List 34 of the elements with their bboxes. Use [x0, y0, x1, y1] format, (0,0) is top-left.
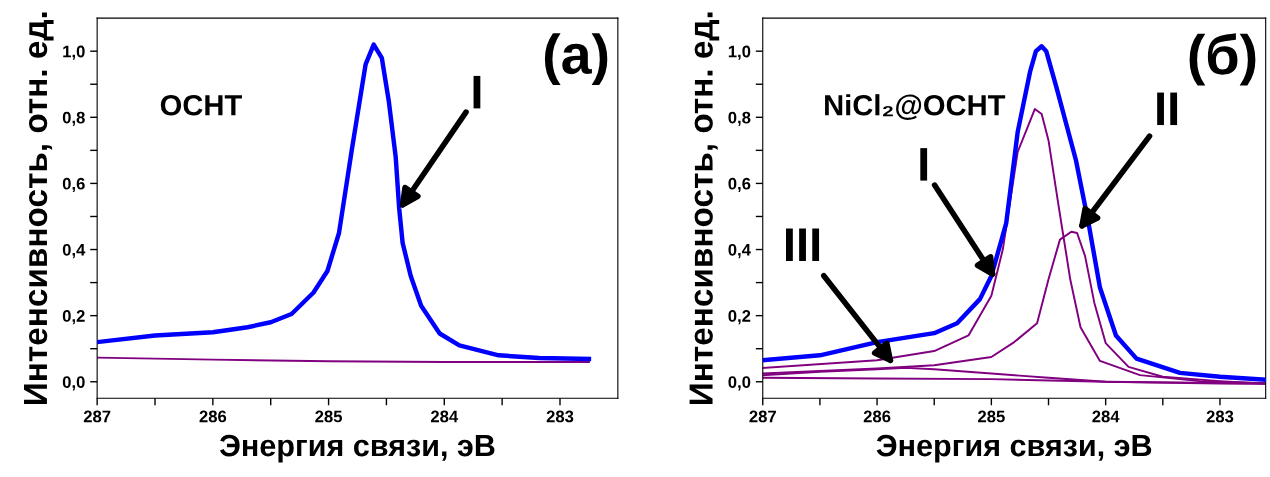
annotation: (а) — [544, 33, 608, 86]
x-tick-label: 283 — [1206, 410, 1234, 423]
y-tick-label: 0,2 — [62, 310, 85, 325]
annotation: (б) — [1189, 33, 1256, 86]
y-tick-label: 0,2 — [728, 310, 751, 325]
annotation: II — [1157, 92, 1178, 126]
x-tick-label: 286 — [863, 410, 891, 423]
x-tick-label: 284 — [430, 410, 459, 423]
x-axis-title: Энергия связи, эВ — [219, 434, 495, 463]
y-axis-title: Интенсивность, отн. ед. — [689, 12, 720, 404]
x-tick-label: 284 — [1092, 410, 1120, 423]
y-tick-label: 0,4 — [62, 243, 86, 259]
x-tick-label: 287 — [749, 410, 776, 423]
y-tick-label: 1,0 — [63, 45, 85, 60]
x-tick-label: 287 — [83, 410, 111, 423]
annotation: I — [920, 148, 928, 181]
y-tick-label: 0,4 — [728, 243, 751, 259]
annotation: ОСНТ — [160, 94, 242, 116]
y-tick-label: 0,8 — [728, 111, 751, 126]
y-tick-label: 1,0 — [728, 45, 751, 60]
x-tick-label: 286 — [199, 410, 227, 423]
x-axis-title: Энергия связи, эВ — [876, 434, 1152, 463]
x-tick-label: 285 — [978, 410, 1005, 423]
y-tick-label: 0,8 — [62, 111, 85, 126]
y-tick-label: 0,6 — [728, 177, 751, 193]
annotation: III — [786, 228, 820, 261]
x-tick-label: 283 — [546, 410, 574, 423]
y-tick-label: 0,0 — [728, 376, 751, 391]
y-tick-label: 0,6 — [62, 177, 85, 193]
annotation: I — [473, 75, 481, 109]
y-axis-title: Интенсивность, отн. ед. — [24, 12, 54, 404]
y-tick-label: 0,0 — [62, 376, 85, 391]
x-tick-label: 285 — [315, 410, 343, 423]
annotation: NiCl₂@ОСНТ — [825, 94, 1006, 120]
